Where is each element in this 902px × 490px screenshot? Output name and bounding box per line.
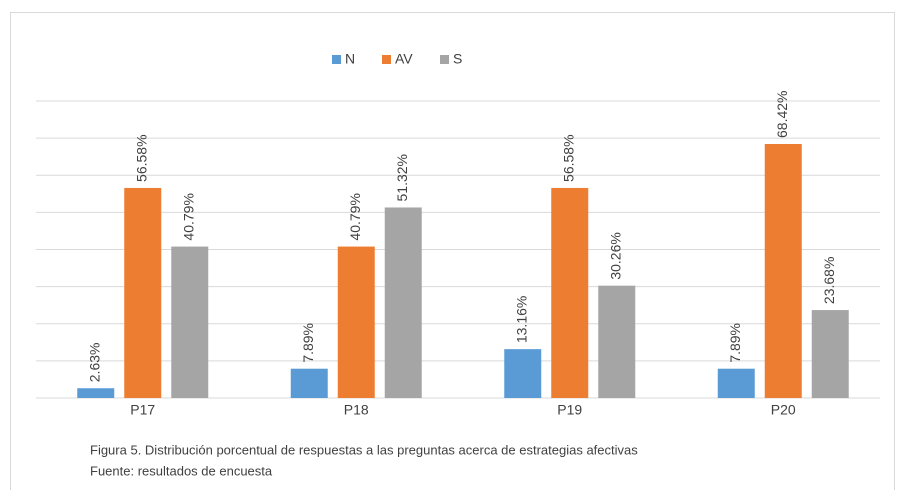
value-label: 23.68%	[821, 257, 837, 304]
legend-label: AV	[395, 51, 413, 67]
value-label: 7.89%	[300, 323, 316, 363]
value-label: 56.58%	[133, 134, 149, 181]
value-label: 40.79%	[347, 193, 363, 240]
bar	[551, 187, 589, 398]
chart-border	[10, 12, 895, 490]
value-label: 7.89%	[727, 323, 743, 363]
bar	[598, 285, 636, 398]
value-label: 30.26%	[607, 232, 623, 279]
x-tick-label: P18	[344, 402, 369, 418]
bar	[337, 246, 375, 398]
value-label: 56.58%	[560, 134, 576, 181]
legend-label: N	[345, 51, 355, 67]
caption: Figura 5. Distribución porcentual de res…	[90, 442, 638, 457]
x-tick-label: P19	[557, 402, 582, 418]
bar	[764, 143, 802, 398]
x-tick-label: P17	[130, 402, 155, 418]
bar	[77, 388, 115, 398]
bar	[290, 368, 328, 398]
legend-label: S	[453, 51, 462, 67]
bar	[124, 187, 162, 398]
bar	[171, 246, 209, 398]
value-label: 68.42%	[774, 91, 790, 138]
bar	[717, 368, 755, 398]
source: Fuente: resultados de encuesta	[90, 463, 273, 478]
legend-swatch	[440, 55, 449, 64]
value-label: 40.79%	[180, 193, 196, 240]
value-label: 13.16%	[513, 296, 529, 343]
x-tick-label: P20	[771, 402, 796, 418]
legend-swatch	[382, 55, 391, 64]
value-label: 2.63%	[86, 343, 102, 383]
value-label: 51.32%	[394, 154, 410, 201]
bar	[504, 349, 542, 398]
legend-swatch	[332, 55, 341, 64]
bar	[811, 310, 849, 398]
bar	[384, 207, 422, 398]
